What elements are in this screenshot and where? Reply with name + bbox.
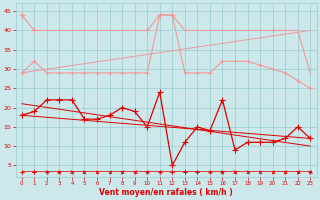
X-axis label: Vent moyen/en rafales ( km/h ): Vent moyen/en rafales ( km/h ) xyxy=(99,188,233,197)
